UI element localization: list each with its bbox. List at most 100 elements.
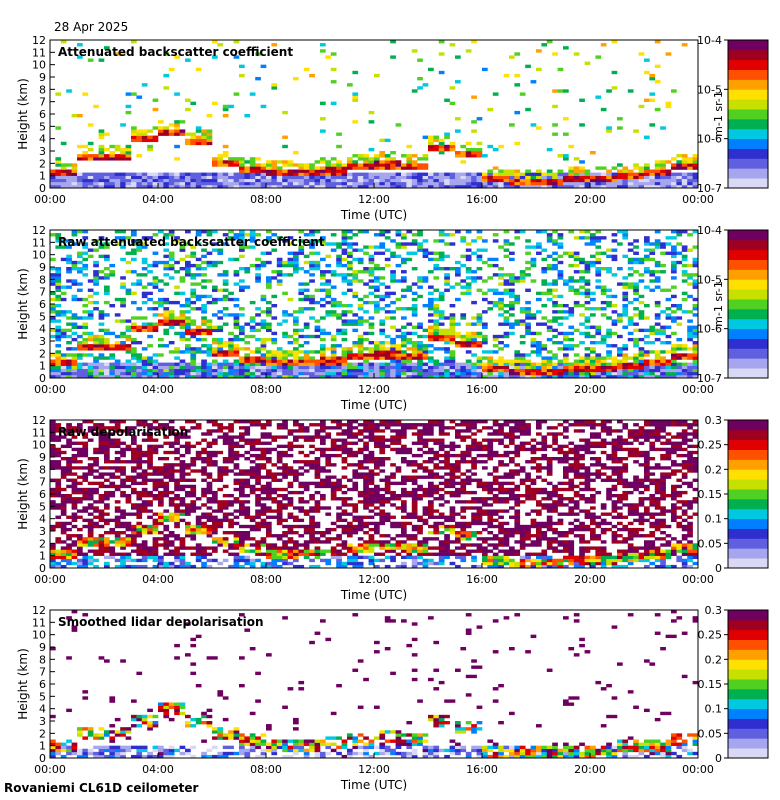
data-cell: [293, 175, 299, 180]
data-cell: [368, 245, 375, 249]
data-cell: [384, 257, 391, 262]
data-cell: [87, 494, 94, 498]
data-cell: [411, 374, 418, 378]
data-cell: [509, 55, 515, 59]
data-cell: [201, 254, 207, 259]
data-cell: [347, 236, 353, 240]
data-cell: [325, 166, 332, 170]
data-cell: [287, 353, 294, 357]
data-cell: [541, 371, 548, 376]
data-cell: [401, 325, 407, 329]
data-cell: [438, 254, 445, 259]
data-cell: [368, 273, 375, 277]
data-cell: [131, 447, 137, 452]
data-cell: [395, 350, 402, 354]
data-cell: [595, 307, 602, 311]
data-cell: [179, 555, 186, 560]
data-cell: [644, 365, 650, 370]
data-cell: [195, 469, 202, 473]
data-cell: [120, 524, 126, 529]
data-cell: [498, 181, 504, 186]
data-cell: [449, 43, 456, 47]
data-cell: [125, 460, 132, 464]
data-cell: [179, 184, 186, 188]
data-cell: [60, 457, 67, 461]
data-cell: [98, 494, 105, 498]
data-cell: [590, 313, 596, 317]
data-cell: [654, 356, 661, 360]
data-cell: [654, 276, 661, 280]
data-cell: [222, 279, 229, 283]
data-cell: [228, 344, 234, 348]
data-cell: [163, 540, 170, 544]
data-cell: [125, 521, 132, 526]
data-cell: [692, 257, 698, 262]
data-cell: [676, 184, 683, 188]
data-cell: [384, 184, 391, 188]
data-cell: [276, 359, 283, 363]
data-cell: [71, 426, 78, 430]
data-cell: [201, 512, 207, 516]
data-cell: [649, 288, 656, 292]
data-cell: [185, 98, 191, 102]
data-cell: [93, 515, 99, 519]
data-cell: [552, 230, 558, 234]
data-cell: [60, 506, 67, 510]
data-cell: [82, 341, 89, 345]
data-cell: [498, 282, 504, 286]
data-cell: [644, 172, 650, 176]
data-cell: [185, 310, 191, 314]
data-cell: [87, 362, 94, 366]
data-cell: [71, 543, 78, 547]
data-cell: [309, 362, 315, 366]
data-cell: [190, 531, 197, 535]
data-cell: [66, 172, 72, 176]
data-cell: [125, 371, 132, 376]
data-cell: [282, 313, 288, 317]
data-cell: [611, 371, 618, 376]
data-cell: [579, 291, 585, 296]
data-cell: [282, 110, 288, 115]
data-cell: [617, 374, 623, 378]
data-cell: [244, 114, 251, 118]
data-cell: [104, 276, 110, 280]
y-tick-label: 6: [39, 298, 46, 311]
data-cell: [109, 368, 116, 373]
data-cell: [330, 242, 337, 246]
data-cell: [487, 374, 494, 378]
data-cell: [185, 267, 191, 271]
data-cell: [363, 157, 369, 161]
data-cell: [552, 316, 558, 320]
data-cell: [152, 540, 159, 544]
data-cell: [665, 52, 672, 56]
data-cell: [66, 322, 72, 326]
data-cell: [444, 279, 450, 283]
data-cell: [60, 429, 67, 433]
data-cell: [379, 138, 386, 143]
data-cell: [87, 181, 94, 186]
data-cell: [141, 368, 148, 373]
data-cell: [546, 325, 553, 329]
data-cell: [498, 368, 504, 373]
data-cell: [411, 341, 418, 345]
data-cell: [471, 172, 477, 176]
data-cell: [212, 297, 218, 302]
data-cell: [77, 55, 83, 59]
data-cell: [174, 120, 180, 124]
data-cell: [249, 316, 256, 320]
data-cell: [55, 239, 62, 243]
colorbar-segment: [728, 318, 768, 330]
data-cell: [390, 337, 396, 342]
data-cell: [665, 374, 672, 378]
data-cell: [104, 564, 110, 568]
data-cell: [330, 356, 337, 360]
data-cell: [465, 282, 472, 286]
data-cell: [104, 147, 110, 152]
data-cell: [77, 254, 83, 259]
data-cell: [260, 294, 267, 299]
data-cell: [152, 564, 159, 568]
data-cell: [125, 534, 132, 538]
data-cell: [590, 151, 596, 155]
data-cell: [654, 300, 661, 305]
data-cell: [649, 325, 656, 329]
